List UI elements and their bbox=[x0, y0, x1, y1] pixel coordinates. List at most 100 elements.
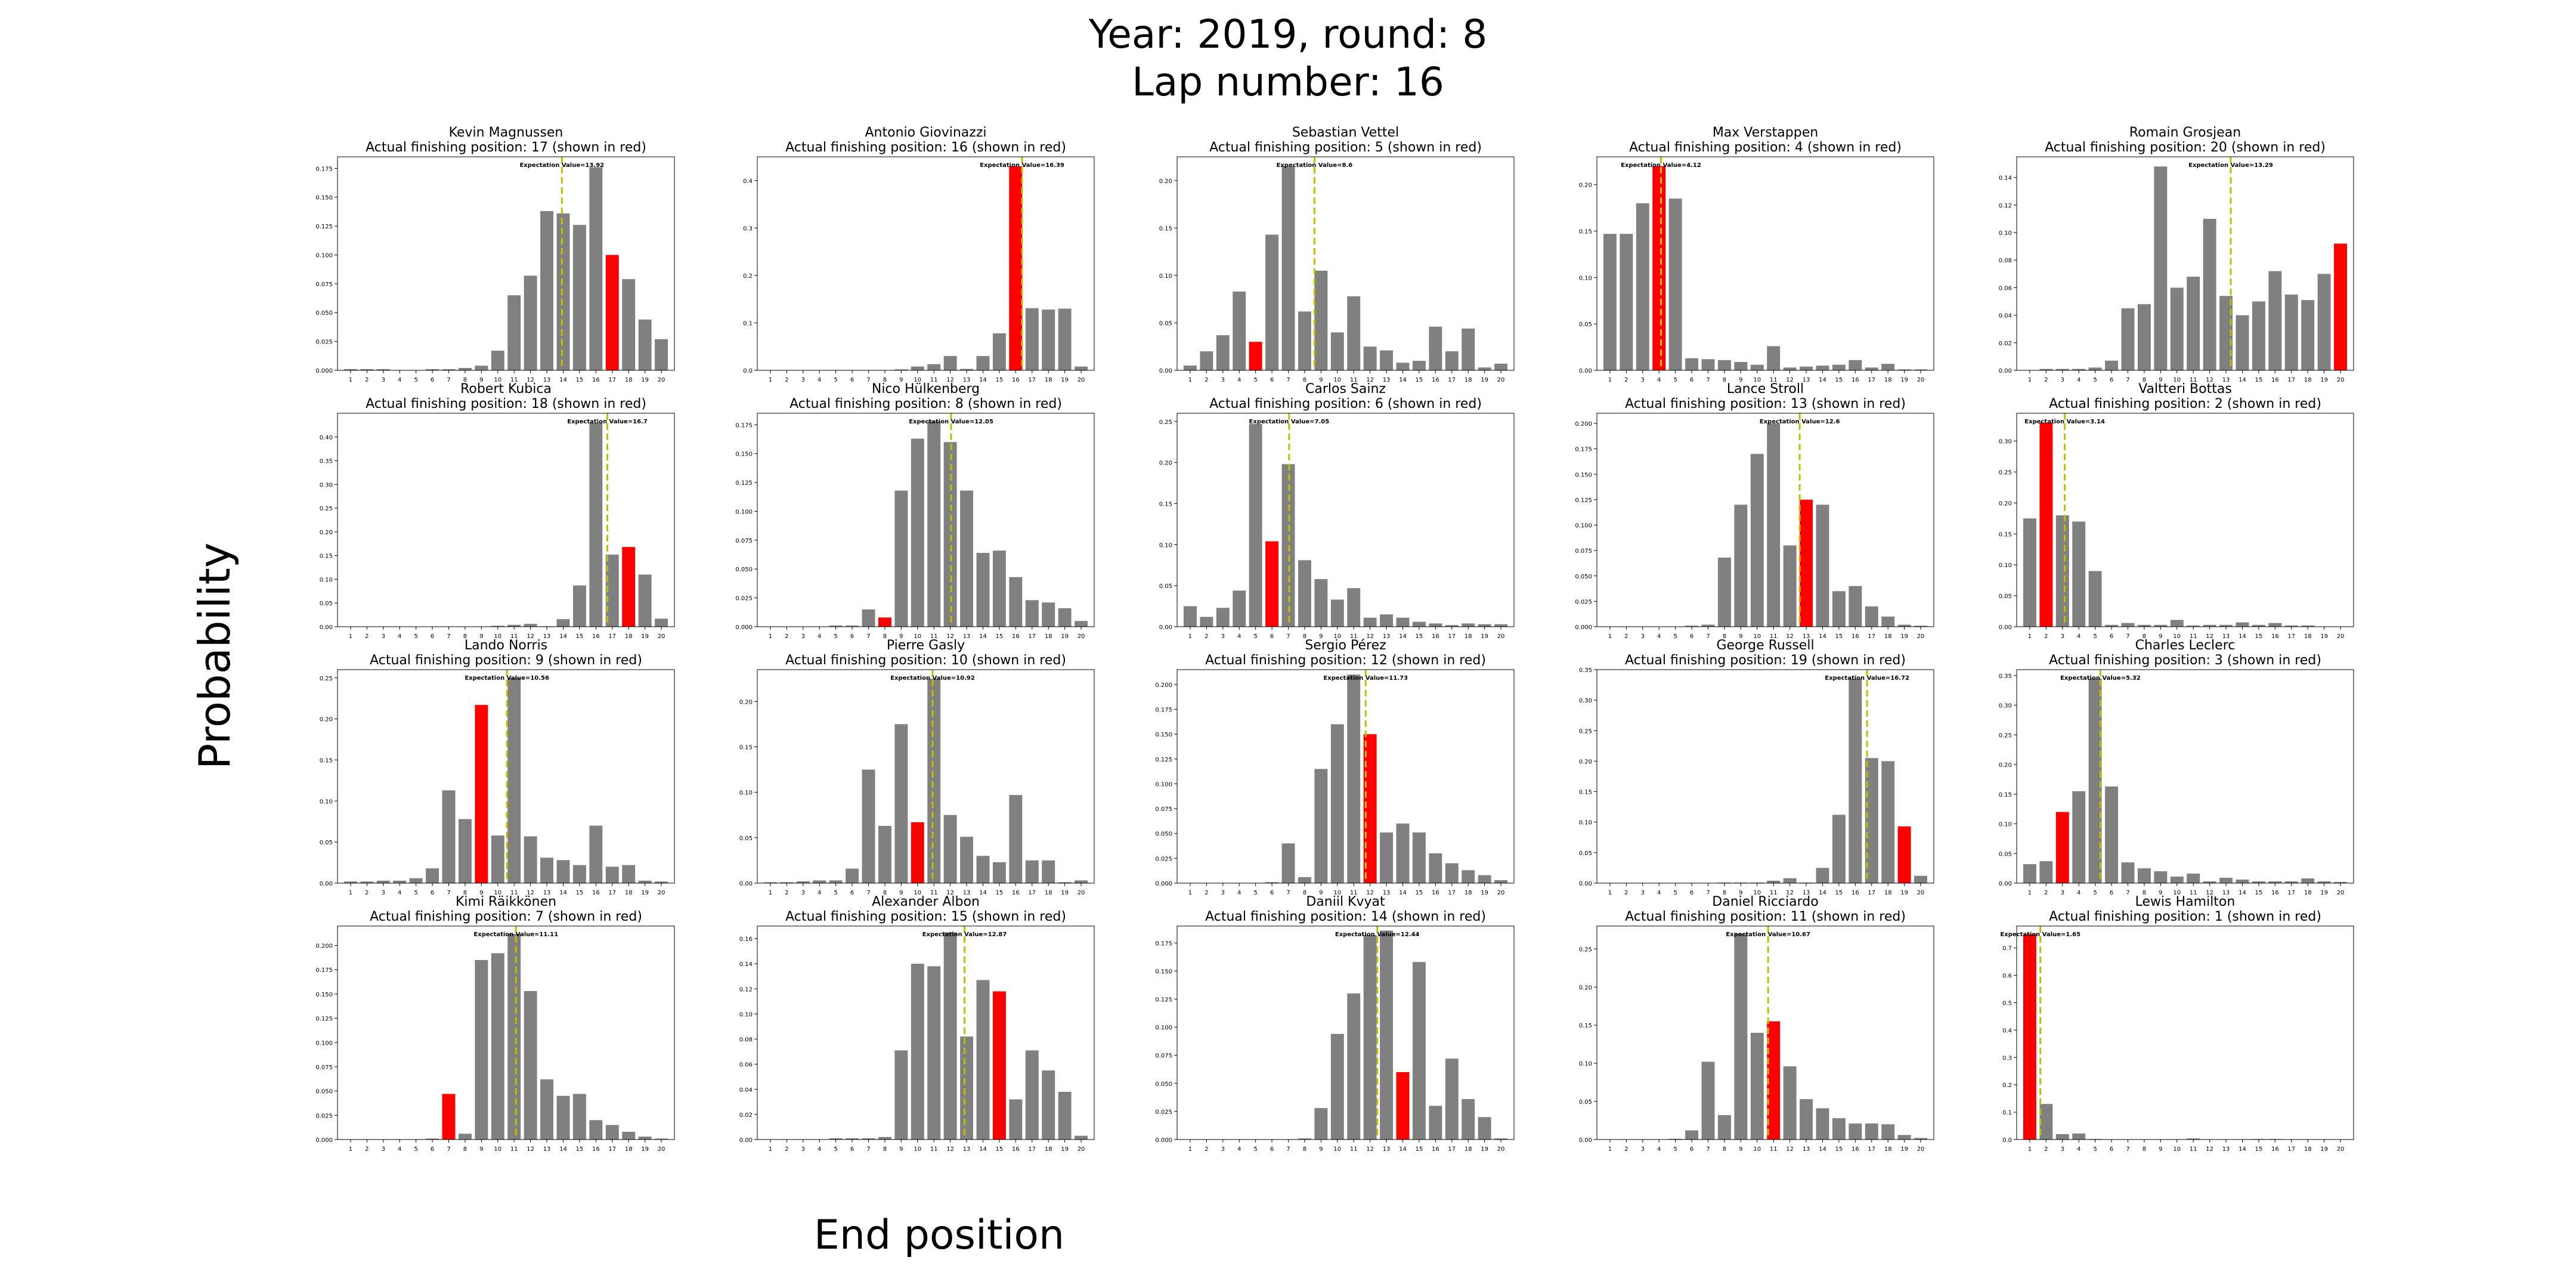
bar bbox=[1816, 366, 1829, 370]
expectation-label: Expectation Value=12.05 bbox=[909, 419, 993, 425]
subplot-subtitle: Actual finishing position: 12 (shown in … bbox=[1205, 653, 1486, 668]
bar-actual-position bbox=[1897, 826, 1911, 883]
bar bbox=[1914, 875, 1928, 883]
x-tick-label: 14 bbox=[559, 1146, 567, 1153]
x-tick-label: 1 bbox=[349, 890, 352, 896]
expectation-label: Expectation Value=11.11 bbox=[473, 931, 558, 938]
x-tick-label: 10 bbox=[1333, 1146, 1341, 1153]
bar bbox=[1685, 1130, 1699, 1140]
x-tick-label: 7 bbox=[447, 890, 450, 896]
x-tick-label: 6 bbox=[1270, 890, 1274, 896]
bar bbox=[524, 991, 537, 1140]
x-tick-label: 15 bbox=[996, 377, 1004, 383]
y-tick-label: 0.100 bbox=[315, 252, 333, 259]
bar bbox=[1849, 360, 1862, 370]
bar bbox=[1330, 332, 1344, 370]
bar bbox=[1396, 823, 1410, 883]
x-tick-label: 9 bbox=[899, 890, 903, 896]
bar bbox=[2236, 880, 2249, 883]
bar bbox=[376, 880, 390, 883]
subplot-subtitle: Actual finishing position: 4 (shown in r… bbox=[1629, 140, 1902, 155]
y-tick-label: 0.15 bbox=[320, 553, 333, 560]
x-tick-label: 4 bbox=[818, 1146, 821, 1153]
bar bbox=[458, 368, 472, 370]
bar bbox=[1380, 832, 1394, 883]
expectation-label: Expectation Value=7.05 bbox=[1249, 419, 1330, 425]
bar-actual-position bbox=[2055, 812, 2069, 883]
x-tick-label: 17 bbox=[2287, 633, 2295, 640]
x-tick-label: 14 bbox=[1399, 890, 1407, 896]
x-tick-label: 11 bbox=[930, 377, 938, 383]
bar bbox=[1816, 868, 1829, 883]
x-tick-label: 11 bbox=[1770, 377, 1778, 383]
bar bbox=[976, 980, 990, 1140]
x-tick-label: 4 bbox=[2077, 377, 2080, 383]
x-tick-label: 14 bbox=[2238, 633, 2246, 640]
y-tick-label: 0.00 bbox=[1579, 368, 1592, 374]
bar bbox=[1494, 363, 1508, 370]
x-tick-label: 15 bbox=[1416, 1146, 1423, 1153]
x-tick-label: 3 bbox=[2061, 633, 2064, 640]
x-tick-label: 4 bbox=[818, 633, 821, 640]
y-tick-label: 0.100 bbox=[1155, 781, 1172, 788]
x-tick-label: 13 bbox=[1383, 1146, 1391, 1153]
bar bbox=[960, 837, 974, 883]
y-tick-label: 0.000 bbox=[1575, 624, 1592, 631]
y-tick-label: 0.2 bbox=[2002, 1082, 2012, 1089]
bar bbox=[2170, 877, 2184, 883]
x-tick-label: 18 bbox=[2304, 633, 2312, 640]
subplot-subtitle: Actual finishing position: 9 (shown in r… bbox=[370, 653, 642, 668]
x-tick-label: 1 bbox=[1188, 377, 1192, 383]
bar bbox=[1914, 1138, 1928, 1140]
y-tick-label: 0.20 bbox=[1999, 762, 2012, 769]
x-tick-label: 19 bbox=[2320, 633, 2328, 640]
y-tick-label: 0.100 bbox=[1155, 1025, 1172, 1032]
y-tick-label: 0.2 bbox=[743, 273, 753, 280]
y-tick-label: 0.5 bbox=[2002, 1001, 2012, 1007]
x-tick-label: 18 bbox=[1884, 377, 1892, 383]
x-tick-label: 19 bbox=[1061, 377, 1069, 383]
x-tick-label: 15 bbox=[1416, 633, 1423, 640]
subplot-driver-name: Daniel Ricciardo bbox=[1712, 894, 1818, 909]
x-tick-label: 9 bbox=[899, 1146, 903, 1153]
bar bbox=[1897, 369, 1911, 370]
y-tick-label: 0.00 bbox=[1579, 1137, 1592, 1144]
bar bbox=[1445, 1058, 1459, 1140]
x-tick-label: 15 bbox=[1416, 890, 1423, 896]
x-tick-label: 20 bbox=[1497, 633, 1505, 640]
x-tick-label: 12 bbox=[1366, 377, 1374, 383]
y-tick-label: 0.7 bbox=[2002, 946, 2012, 952]
x-tick-label: 18 bbox=[1045, 377, 1052, 383]
x-tick-label: 19 bbox=[1481, 1146, 1488, 1153]
bar bbox=[1009, 577, 1023, 627]
bar bbox=[2121, 308, 2135, 370]
x-tick-label: 20 bbox=[1917, 890, 1925, 896]
subplot-frame bbox=[757, 669, 1095, 884]
x-tick-label: 4 bbox=[1237, 890, 1241, 896]
bar bbox=[556, 1095, 570, 1140]
bar bbox=[1314, 1108, 1328, 1140]
subplot-driver-name: Nico Hülkenberg bbox=[872, 382, 980, 397]
expectation-label: Expectation Value=1.65 bbox=[2000, 931, 2080, 938]
bar bbox=[2236, 622, 2249, 627]
bar bbox=[507, 934, 521, 1140]
subplot-frame bbox=[2016, 156, 2354, 371]
x-tick-label: 10 bbox=[1333, 377, 1341, 383]
x-tick-label: 3 bbox=[1641, 890, 1645, 896]
bar bbox=[1233, 590, 1246, 627]
bar bbox=[1478, 875, 1491, 883]
x-tick-label: 17 bbox=[608, 377, 616, 383]
y-tick-label: 0.25 bbox=[1579, 946, 1592, 953]
x-tick-label: 2 bbox=[2044, 377, 2048, 383]
x-tick-label: 4 bbox=[1237, 1146, 1241, 1153]
x-tick-label: 11 bbox=[2190, 633, 2197, 640]
x-tick-label: 13 bbox=[1383, 890, 1391, 896]
bar bbox=[2219, 296, 2233, 370]
y-tick-label: 0.25 bbox=[1999, 732, 2012, 739]
bar bbox=[1783, 367, 1797, 370]
y-tick-label: 0.075 bbox=[315, 1064, 333, 1071]
bar bbox=[540, 210, 554, 370]
x-tick-label: 3 bbox=[382, 890, 385, 896]
x-tick-label: 4 bbox=[1657, 890, 1661, 896]
x-tick-label: 4 bbox=[1657, 633, 1661, 640]
